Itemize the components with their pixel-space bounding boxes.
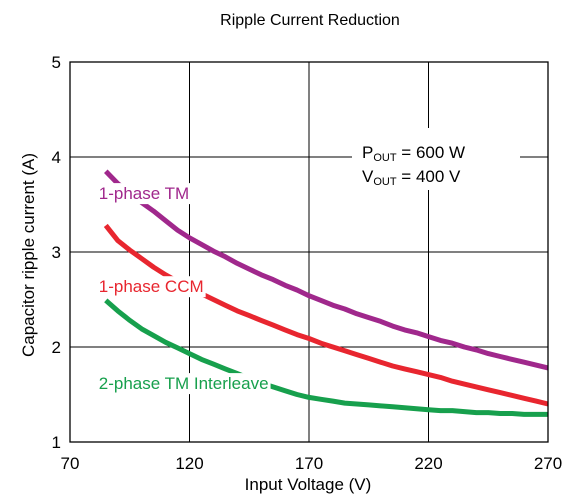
y-tick-labels: 1 2 3 4 5 [52, 53, 61, 452]
chart-title: Ripple Current Reduction [220, 12, 400, 29]
series-line-2-phase-tm-interleave [104, 298, 548, 417]
plot-border [69, 61, 549, 443]
series-label-background [96, 276, 206, 298]
y-tick-label: 5 [52, 53, 61, 72]
y-tick-label: 2 [52, 338, 61, 357]
x-tick-label: 220 [414, 454, 442, 473]
plot-frame [69, 61, 549, 443]
x-tick-label: 120 [175, 454, 203, 473]
y-tick-label: 4 [52, 148, 61, 167]
series-line-1-phase-tm [104, 169, 549, 371]
annotation-line: VOUT = 400 V [362, 167, 461, 188]
y-tick-label: 3 [52, 243, 61, 262]
y-axis-label: Capacitor ripple current (A) [19, 153, 38, 357]
x-tick-label: 70 [61, 454, 80, 473]
y-tick-label: 1 [52, 433, 61, 452]
annotation-background [352, 128, 520, 190]
operating-conditions-annotation: POUT = 600 W VOUT = 400 V [352, 128, 520, 190]
x-tick-labels: 70 120 170 220 270 [61, 454, 563, 473]
x-axis-label: Input Voltage (V) [245, 475, 372, 494]
series-labels: 1-phase TM 1-phase CCM 2-phase TM Interlea… [96, 183, 271, 395]
x-tick-label: 170 [295, 454, 323, 473]
series-label-1-phase-ccm: 1-phase CCM [99, 277, 204, 296]
x-tick-label: 270 [534, 454, 562, 473]
series-label-background [96, 183, 192, 205]
series-label-1-phase-tm: 1-phase TM [99, 184, 189, 203]
annotation-line: POUT = 600 W [362, 143, 465, 164]
series-label-background [96, 373, 271, 395]
series-label-2-phase-tm-interleave: 2-phase TM Interleave [99, 374, 269, 393]
